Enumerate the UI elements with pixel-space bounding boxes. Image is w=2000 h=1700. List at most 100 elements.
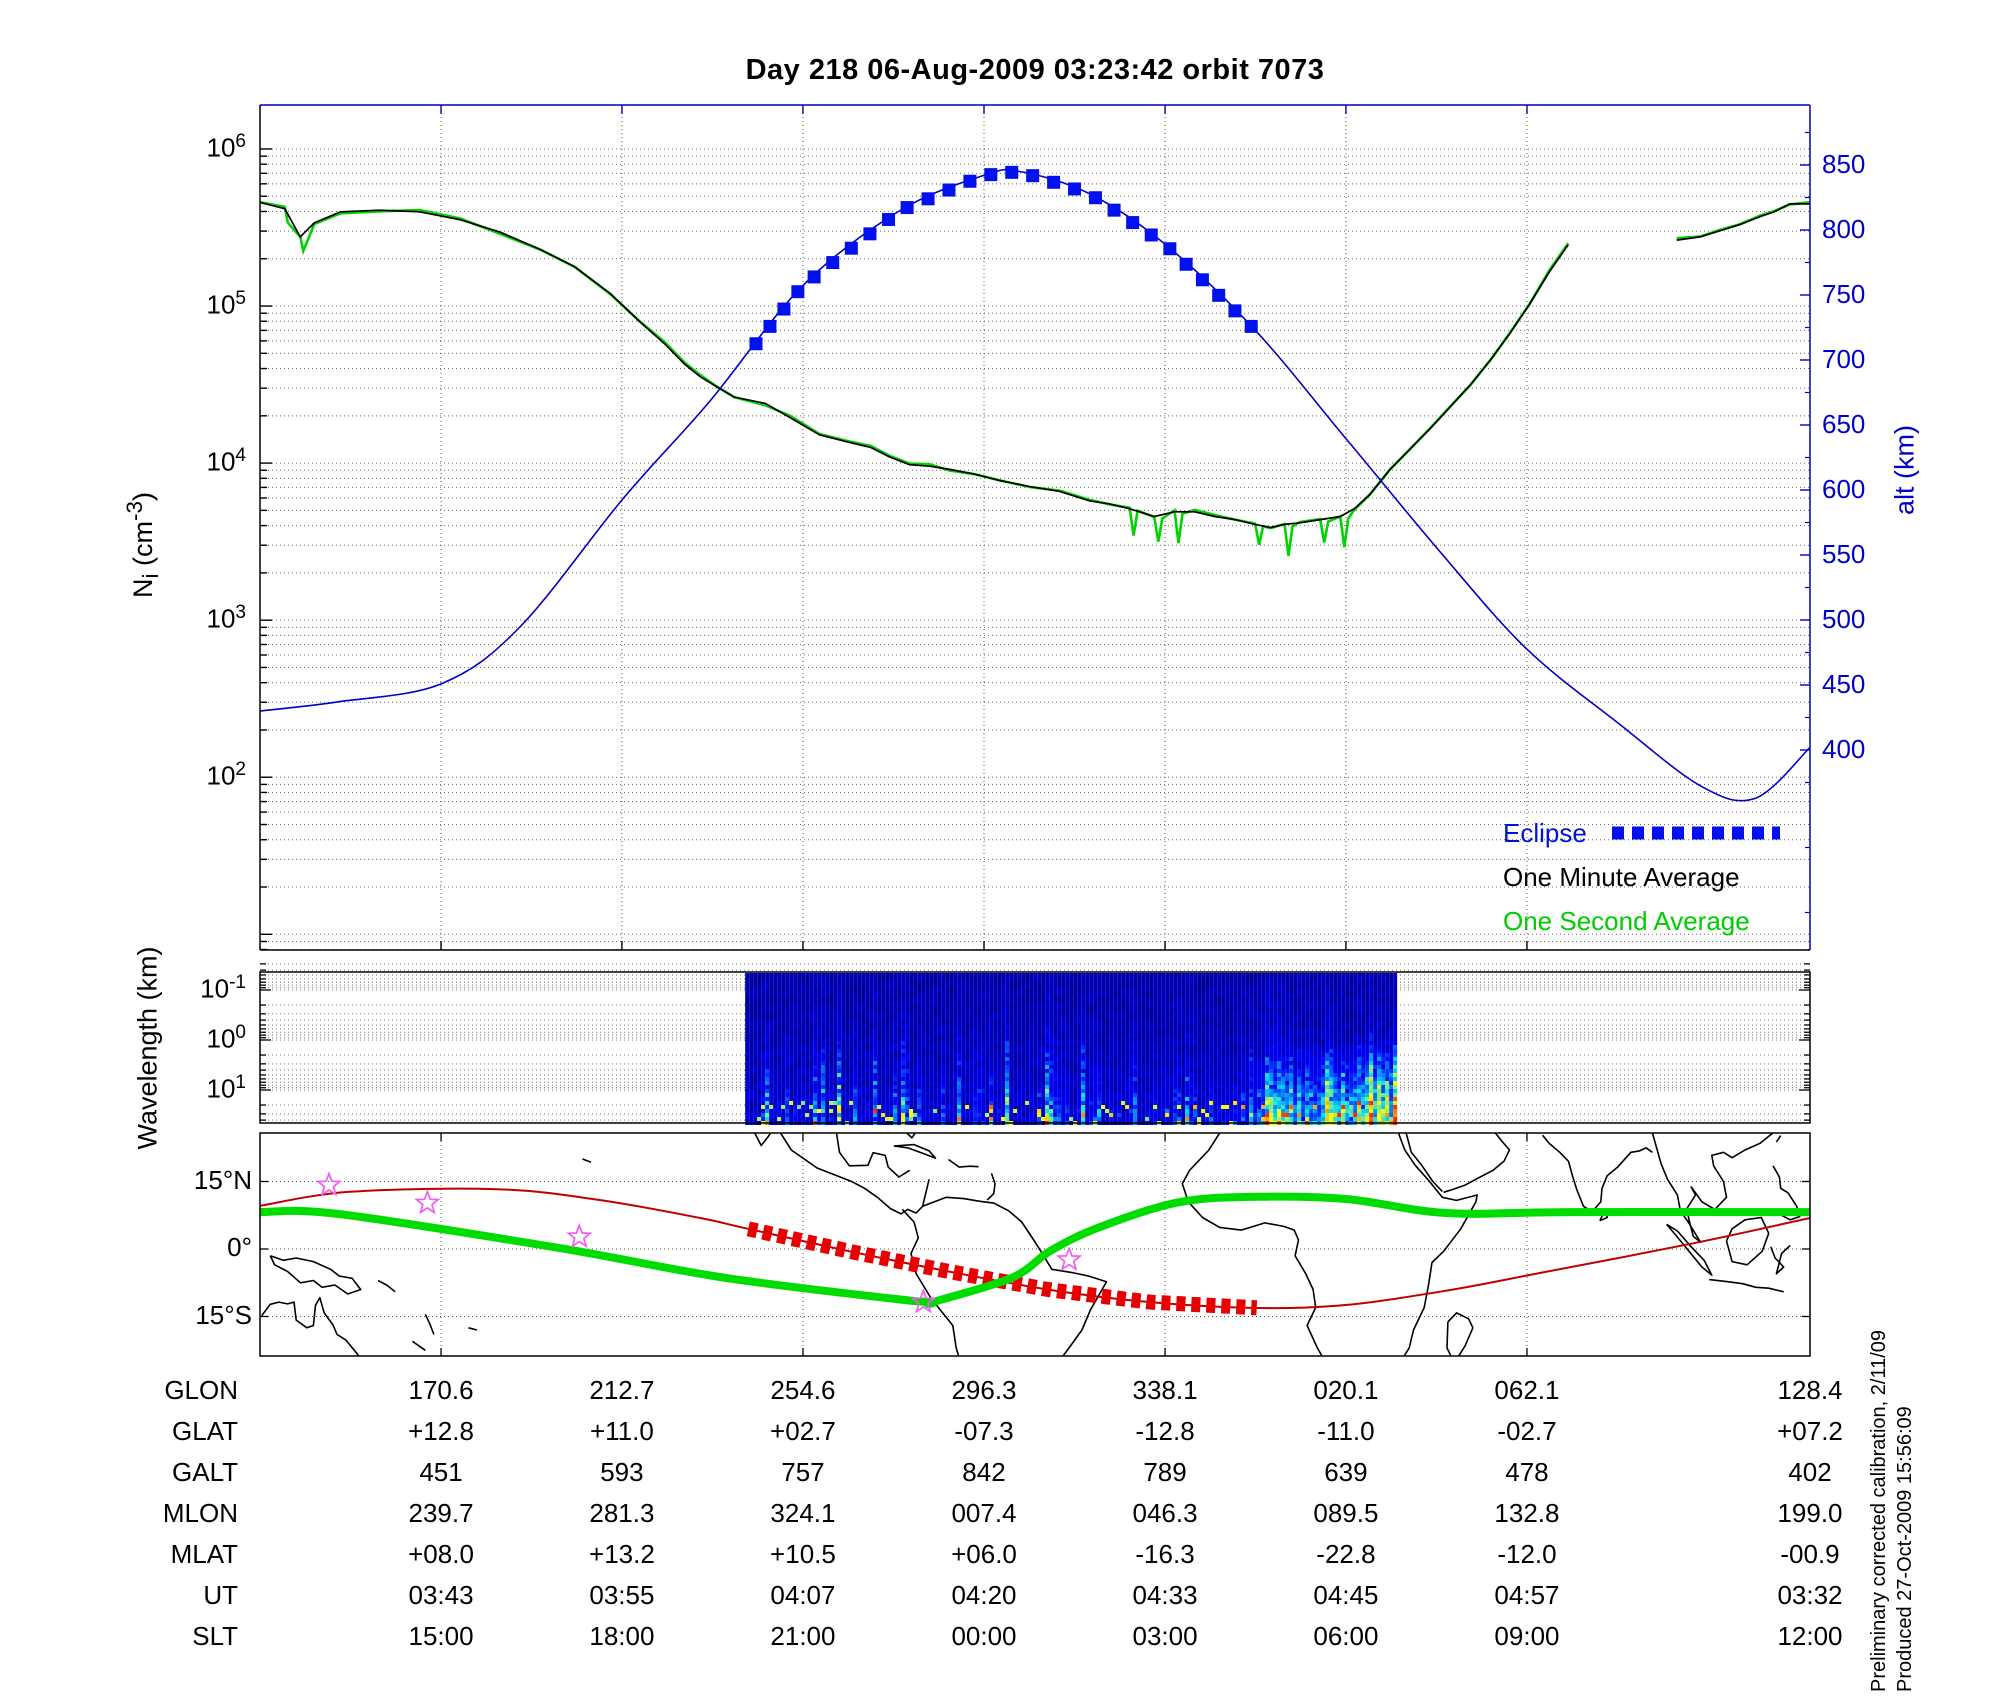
table-cell-MLAT-0: +08.0 [408, 1539, 474, 1569]
table-cell-UT-3: 04:20 [951, 1580, 1017, 1610]
table-cell-UT-2: 04:07 [770, 1580, 836, 1610]
axis-tick-10e4: 104 [206, 445, 247, 477]
table-cell-SLT-0: 15:00 [408, 1621, 474, 1651]
alt-tick-600: 600 [1822, 474, 1866, 504]
table-cell-MLON-5: 089.5 [1313, 1498, 1379, 1528]
alt-tick-800: 800 [1822, 214, 1866, 244]
map-lat-label-2: 15°S [195, 1299, 252, 1330]
table-cell-UT-7: 03:32 [1777, 1580, 1843, 1610]
axis-tick-10e6: 106 [206, 130, 247, 163]
map-lat-label-0: 15°N [193, 1164, 252, 1195]
table-row-label-MLON: MLON [162, 1498, 238, 1528]
table-cell-SLT-5: 06:00 [1313, 1621, 1379, 1651]
table-cell-MLAT-1: +13.2 [589, 1539, 655, 1569]
top-panel [259, 104, 1811, 951]
axis-tick-10e5: 105 [206, 288, 247, 320]
table-cell-GLON-0: 170.6 [408, 1375, 474, 1405]
table-cell-SLT-4: 03:00 [1132, 1621, 1198, 1651]
map-star-marker [910, 1288, 937, 1314]
table-row-label-SLT: SLT [192, 1621, 238, 1651]
table-cell-GALT-3: 842 [962, 1457, 1006, 1487]
table-cell-MLAT-5: -22.8 [1316, 1539, 1376, 1569]
footer-calibration-note: Preliminary corrected calibration, 2/11/… [1868, 1329, 1890, 1692]
map-green-track [260, 1192, 1810, 1308]
table-cell-SLT-1: 18:00 [589, 1621, 655, 1651]
alt-tick-750: 750 [1822, 279, 1866, 309]
table-cell-MLON-2: 324.1 [770, 1498, 836, 1528]
table-cell-MLAT-7: -00.9 [1780, 1539, 1840, 1569]
table-cell-GLAT-6: -02.7 [1497, 1416, 1557, 1446]
table-cell-UT-1: 03:55 [589, 1580, 655, 1610]
legend-one-second-average: One Second Average [1503, 906, 1750, 936]
table-cell-GALT-1: 593 [600, 1457, 644, 1487]
table-cell-GALT-2: 757 [781, 1457, 825, 1487]
table-cell-MLON-4: 046.3 [1132, 1498, 1198, 1528]
table-cell-GLAT-0: +12.8 [408, 1416, 474, 1446]
spectrogram-panel [259, 963, 1811, 1125]
page-title: Day 218 06-Aug-2009 03:23:42 orbit 7073 [745, 54, 1325, 86]
altitude-curve [259, 168, 1811, 802]
table-cell-GLON-3: 296.3 [951, 1375, 1017, 1405]
axis-tick-10e3: 103 [206, 602, 247, 634]
table-cell-UT-0: 03:43 [408, 1580, 474, 1610]
axis-tick-10e-1: 10-1 [200, 972, 246, 1004]
table-row-label-GLON: GLON [164, 1375, 238, 1405]
table-cell-GLON-7: 128.4 [1777, 1375, 1843, 1405]
table-cell-GALT-6: 478 [1505, 1457, 1549, 1487]
table-cell-UT-5: 04:45 [1313, 1580, 1379, 1610]
one-second-average-curve [259, 200, 1570, 557]
alt-axis-label: alt (km) [1889, 425, 1920, 515]
table-cell-GLON-4: 338.1 [1132, 1375, 1198, 1405]
table-cell-GLAT-1: +11.0 [589, 1416, 654, 1446]
footer-produced-note: Produced 27-Oct-2009 15:56:09 [1894, 1406, 1916, 1692]
legend-eclipse: Eclipse [1503, 818, 1587, 848]
table-cell-SLT-2: 21:00 [770, 1621, 836, 1651]
table-cell-GLAT-7: +07.2 [1777, 1416, 1843, 1446]
table-cell-GALT-7: 402 [1788, 1457, 1832, 1487]
axis-tick-10e0: 100 [206, 1022, 247, 1054]
alt-tick-850: 850 [1822, 149, 1866, 179]
table-cell-GLAT-5: -11.0 [1317, 1416, 1375, 1446]
table-cell-GLON-2: 254.6 [770, 1375, 836, 1405]
map-star-marker [315, 1171, 343, 1197]
alt-tick-650: 650 [1822, 409, 1866, 439]
map-eclipse-dashes [746, 1221, 1258, 1316]
map-star-marker [566, 1222, 593, 1249]
ni-axis-label: Ni (cm-3) [121, 492, 164, 598]
table-cell-MLAT-2: +10.5 [770, 1539, 836, 1569]
eclipse-overlay [749, 165, 1258, 351]
table-cell-GLON-6: 062.1 [1494, 1375, 1560, 1405]
table-cell-MLON-6: 132.8 [1494, 1498, 1560, 1528]
table-cell-SLT-6: 09:00 [1494, 1621, 1560, 1651]
table-row-label-GALT: GALT [172, 1457, 238, 1487]
axis-tick-10e1: 101 [206, 1072, 247, 1104]
table-cell-SLT-7: 12:00 [1777, 1621, 1843, 1651]
table-cell-UT-4: 04:33 [1132, 1580, 1198, 1610]
table-cell-GALT-0: 451 [419, 1457, 463, 1487]
axis-tick-10e2: 102 [206, 759, 247, 791]
map-red-track [260, 1187, 1810, 1310]
table-cell-GLON-1: 212.7 [589, 1375, 655, 1405]
table-cell-MLAT-4: -16.3 [1135, 1539, 1195, 1569]
table-cell-GALT-4: 789 [1143, 1457, 1187, 1487]
table-cell-GLAT-4: -12.8 [1135, 1416, 1195, 1446]
table-cell-GLAT-3: -07.3 [954, 1416, 1014, 1446]
alt-tick-550: 550 [1822, 539, 1866, 569]
legend-one-minute-average: One Minute Average [1503, 862, 1740, 892]
table-cell-MLON-1: 281.3 [589, 1498, 655, 1528]
table-cell-SLT-3: 00:00 [951, 1621, 1017, 1651]
table-row-label-GLAT: GLAT [172, 1416, 238, 1446]
table-cell-GALT-5: 639 [1324, 1457, 1368, 1487]
ground-track-map [260, 1133, 1810, 1356]
map-frame [259, 1132, 1811, 1357]
table-cell-MLAT-6: -12.0 [1497, 1539, 1557, 1569]
table-cell-MLON-0: 239.7 [408, 1498, 474, 1528]
alt-tick-450: 450 [1822, 669, 1866, 699]
alt-tick-500: 500 [1822, 604, 1866, 634]
map-star-marker [1055, 1245, 1083, 1272]
table-row-label-UT: UT [203, 1580, 238, 1610]
table-cell-MLON-7: 199.0 [1777, 1498, 1843, 1528]
table-cell-MLON-3: 007.4 [951, 1498, 1017, 1528]
map-star-marker [414, 1189, 441, 1215]
